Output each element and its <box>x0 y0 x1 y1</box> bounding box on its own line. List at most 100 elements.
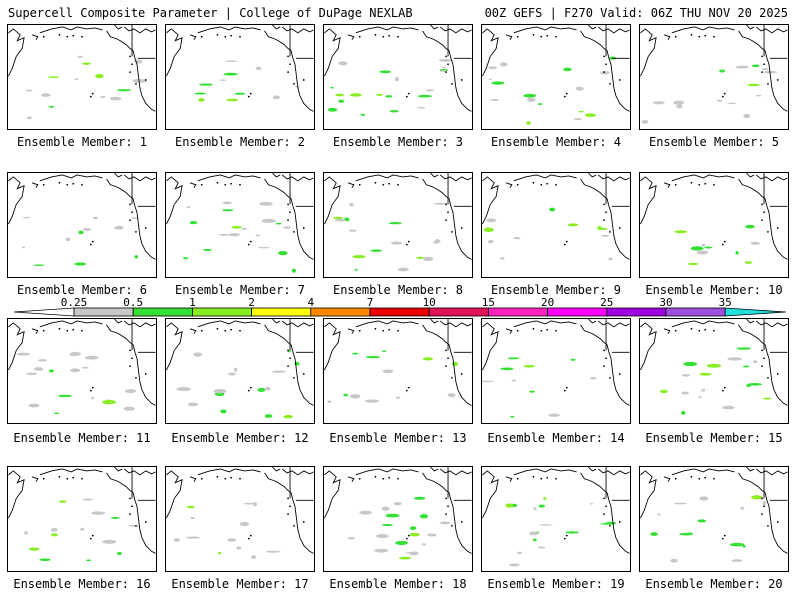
island <box>81 477 83 480</box>
island <box>135 524 137 527</box>
island <box>723 92 726 95</box>
colorbar-label: 15 <box>482 296 495 309</box>
scp-contour <box>487 240 494 244</box>
scp-contour <box>589 503 594 505</box>
scp-contour <box>218 233 230 236</box>
scp-contour <box>220 409 227 414</box>
island <box>144 373 147 375</box>
island <box>618 373 621 375</box>
island <box>761 365 763 367</box>
scp-contour <box>419 514 429 519</box>
scp-contour <box>39 558 51 561</box>
map-panel-member-18 <box>323 466 473 572</box>
scp-contour <box>538 504 545 508</box>
coastline <box>588 319 597 324</box>
coastline <box>324 176 341 225</box>
scp-contour <box>349 394 361 399</box>
island <box>763 505 765 508</box>
scp-contour <box>253 501 257 507</box>
island <box>721 389 724 392</box>
scp-contour <box>370 249 383 252</box>
map-panel-member-4 <box>481 24 631 130</box>
scp-contour <box>278 251 288 256</box>
colorbar-label: 2 <box>248 296 255 309</box>
island <box>447 63 449 66</box>
coastline <box>8 470 25 519</box>
coastline <box>106 178 134 199</box>
island <box>618 227 621 229</box>
coastline <box>114 467 123 472</box>
scp-contour <box>539 524 553 526</box>
island <box>776 227 779 229</box>
ensemble-map <box>8 319 156 415</box>
colorbar-segment <box>369 307 430 317</box>
island <box>690 327 693 330</box>
colorbar-segment <box>547 307 608 317</box>
colorbar-segment <box>310 307 371 317</box>
island <box>565 386 568 389</box>
island <box>135 82 137 85</box>
scp-contour <box>381 506 390 511</box>
island <box>239 183 241 186</box>
island <box>200 183 203 186</box>
scp-contour <box>266 550 281 553</box>
scp-contour <box>228 233 240 237</box>
coastline <box>663 476 671 482</box>
scp-contour <box>74 262 87 266</box>
island <box>131 357 133 360</box>
scp-contour <box>348 229 358 232</box>
colorbar-segment <box>251 307 312 317</box>
island <box>302 227 305 229</box>
scp-contour <box>65 237 71 242</box>
island <box>605 211 607 214</box>
island <box>382 477 385 480</box>
scp-contour <box>488 78 492 81</box>
scp-contour <box>189 221 198 225</box>
scp-contour <box>16 352 31 356</box>
scp-contour <box>716 99 723 102</box>
map-panel-member-3 <box>323 24 473 130</box>
member-caption-16: Ensemble Member: 16 <box>13 577 151 591</box>
scp-contour <box>751 495 763 500</box>
island <box>216 475 219 478</box>
island <box>690 33 693 36</box>
scp-contour <box>228 372 236 376</box>
island <box>451 230 453 233</box>
scp-contour <box>673 100 685 105</box>
island <box>445 203 447 206</box>
coastline <box>272 173 281 178</box>
island <box>721 95 724 98</box>
color-scale-bar: 0.25 0.5 1 2 4 7 10 15 20 25 30 35 <box>13 296 787 317</box>
scp-contour <box>696 250 709 255</box>
coastline <box>764 344 788 406</box>
island <box>388 476 391 479</box>
coastline <box>114 173 123 178</box>
coastline <box>482 470 499 519</box>
map-panel-member-20 <box>639 466 789 572</box>
scp-contour <box>327 107 338 112</box>
island <box>249 92 252 95</box>
coastline <box>31 182 39 188</box>
colorbar-max-arrow <box>724 307 787 317</box>
scp-contour <box>41 93 51 97</box>
coastline <box>640 176 657 225</box>
island <box>540 183 543 186</box>
scp-contour <box>224 60 238 62</box>
scp-contour <box>500 62 508 67</box>
map-panel-member-19 <box>481 466 631 572</box>
island <box>555 329 557 332</box>
scp-contour <box>109 96 122 101</box>
ensemble-map <box>640 173 788 266</box>
scp-contour <box>697 519 707 523</box>
ensemble-map <box>8 173 156 266</box>
scp-contour <box>432 241 440 244</box>
member-caption-15: Ensemble Member: 15 <box>645 431 783 445</box>
scp-contour <box>735 65 749 69</box>
scp-contour <box>736 347 751 350</box>
scp-contour <box>349 203 354 207</box>
ensemble-map <box>324 467 472 560</box>
scp-contour <box>102 400 117 405</box>
island <box>609 376 611 379</box>
coastline <box>505 34 513 40</box>
scp-contour <box>441 66 447 69</box>
